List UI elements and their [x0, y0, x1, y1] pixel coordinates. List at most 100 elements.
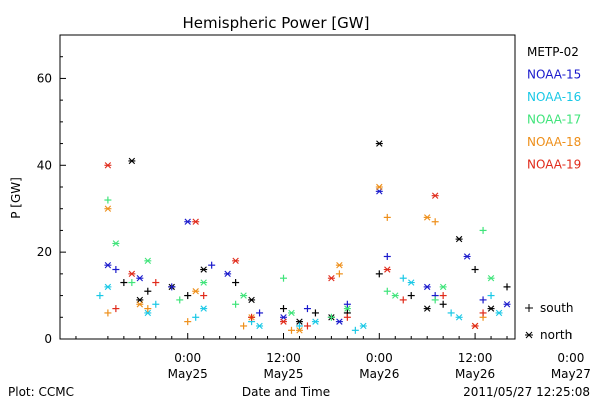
data-point-south	[192, 313, 200, 321]
data-point-north	[224, 270, 232, 278]
marker-legend-entry: north	[525, 328, 572, 342]
data-point-north	[423, 214, 431, 221]
data-point-south	[303, 322, 311, 330]
data-point-north	[104, 162, 112, 169]
data-point-south	[184, 318, 192, 326]
data-point-south	[311, 309, 319, 317]
y-axis-label: P [GW]	[9, 177, 23, 219]
chart-title: Hemispheric Power [GW]	[183, 14, 370, 32]
data-point-south	[144, 287, 152, 295]
data-point-south	[503, 283, 511, 291]
data-point-north	[359, 322, 367, 330]
data-point-north	[104, 283, 112, 291]
x-tick-label-time: 0:00	[366, 351, 393, 365]
data-point-north	[248, 296, 256, 304]
data-point-south	[327, 313, 335, 321]
data-point-south	[256, 309, 264, 317]
data-point-north	[423, 283, 431, 291]
footer-timestamp: 2011/05/27 12:25:08	[463, 385, 590, 399]
data-point-north	[383, 266, 391, 273]
data-point-north	[439, 283, 447, 291]
data-point-south	[335, 270, 343, 278]
x-tick-label-time: 12:00	[458, 351, 493, 365]
data-point-south	[200, 292, 208, 300]
data-point-north	[104, 205, 112, 212]
data-point-south	[240, 322, 248, 330]
data-point-south	[248, 313, 256, 321]
data-point-north	[495, 309, 503, 317]
data-point-north	[192, 288, 200, 295]
data-point-north	[375, 183, 383, 191]
data-point-south	[383, 213, 391, 221]
data-point-north	[200, 305, 208, 312]
data-point-south	[120, 279, 128, 287]
data-point-north	[391, 292, 399, 299]
x-tick-label-date: May26	[359, 367, 399, 381]
legend: METP-02 NOAA-15 NOAA-16 NOAA-17 NOAA-18 NOAA-…	[527, 45, 581, 172]
data-point-north	[256, 322, 264, 330]
data-point-south	[232, 300, 240, 308]
data-point-south	[280, 274, 288, 282]
plot-frame	[59, 34, 516, 340]
data-point-north	[112, 240, 120, 247]
marker-legend-label: south	[540, 301, 574, 315]
data-point-south	[351, 326, 359, 334]
data-point-north	[463, 253, 471, 260]
data-point-south	[168, 283, 176, 291]
data-point-south	[303, 305, 311, 313]
legend-entry: NOAA-16	[527, 90, 581, 104]
data-point-north	[136, 275, 144, 282]
data-point-south	[152, 300, 160, 308]
data-point-north	[343, 305, 351, 312]
data-point-north	[295, 327, 303, 334]
data-point-north	[431, 192, 439, 199]
data-point-north	[280, 318, 288, 325]
data-point-north	[503, 301, 511, 308]
x-tick-label-date: May25	[168, 367, 208, 381]
data-point-north	[311, 318, 319, 325]
data-point-north	[192, 218, 200, 225]
data-point-north	[128, 157, 136, 165]
legend-entry: NOAA-18	[527, 135, 581, 149]
data-point-south	[431, 218, 439, 226]
data-point-south	[104, 196, 112, 204]
x-tick-label-date: May25	[263, 367, 303, 381]
data-point-south	[447, 309, 455, 317]
data-point-north	[455, 235, 463, 243]
data-point-north	[375, 140, 383, 147]
data-point-north	[144, 257, 152, 265]
data-point-south	[144, 305, 152, 313]
x-tick-label-date: May26	[455, 367, 495, 381]
data-point-north	[287, 309, 295, 317]
data-point-north	[487, 275, 495, 282]
data-point-south	[128, 279, 136, 287]
data-point-south	[295, 322, 303, 330]
data-point-north	[144, 309, 152, 317]
data-point-south	[343, 313, 351, 321]
data-point-north	[136, 301, 144, 308]
data-point-north	[471, 322, 479, 330]
data-point-south	[439, 300, 447, 308]
data-point-south	[280, 305, 288, 313]
footer-plot-source: Plot: CCMC	[8, 385, 74, 399]
x-tick-label-date: May27	[551, 367, 591, 381]
data-point-south	[383, 287, 391, 295]
data-point-south	[479, 309, 487, 317]
y-tick-label: 0	[44, 332, 52, 346]
data-point-south	[232, 279, 240, 287]
data-point-north	[423, 305, 431, 312]
marker-legend: south north	[525, 301, 574, 342]
x-axis-label: Date and Time	[242, 385, 330, 399]
x-axis: 0:00 May25 12:00 May25 0:00 May26 12:00 May26 0:…	[59, 333, 591, 381]
data-point-north	[232, 257, 240, 265]
y-tick-label: 60	[37, 71, 52, 85]
data-point-south	[208, 261, 216, 269]
data-point-north	[128, 270, 136, 278]
data-point-south	[383, 252, 391, 260]
data-point-north	[184, 218, 192, 225]
data-point-south	[439, 292, 447, 300]
data-point-south	[375, 270, 383, 278]
data-point-north	[200, 266, 208, 273]
